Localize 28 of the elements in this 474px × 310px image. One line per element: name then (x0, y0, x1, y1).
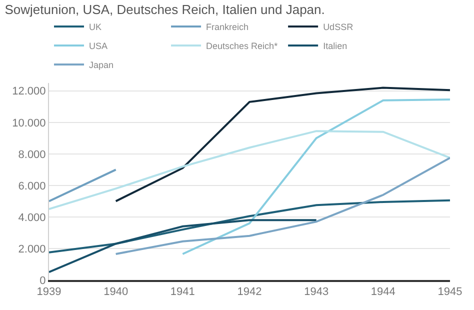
legend-label: Deutsches Reich* (206, 41, 278, 52)
x-tick-label: 1939 (36, 286, 62, 298)
y-tick-label: 12.000 (12, 86, 46, 98)
y-tick-label: 0 (40, 274, 46, 287)
line-series (49, 219, 318, 274)
x-tick-label: 1943 (304, 286, 329, 298)
legend-label: USA (89, 41, 108, 52)
line-series (182, 98, 450, 255)
x-tick-label: 1942 (237, 286, 262, 298)
legend-label: Japan (89, 60, 114, 70)
y-tick-label: 10.000 (12, 117, 46, 130)
y-tick-label: 6.000 (18, 180, 46, 192)
x-tick-label: 1944 (370, 286, 396, 298)
legend-label: Frankreich (206, 22, 249, 32)
legend-label: UK (89, 22, 102, 32)
x-tick-label: 1941 (170, 286, 195, 298)
line-series (49, 199, 450, 254)
y-tick-label: 2.000 (18, 243, 46, 256)
legend-label: UdSSR (323, 22, 354, 32)
y-tick-label: 4.000 (18, 212, 46, 224)
line-series (114, 156, 450, 255)
x-tick-label: 1940 (104, 286, 128, 298)
x-tick-label: 1945 (438, 286, 462, 298)
chart-title: Sowjetunion, USA, Deutsches Reich, Italien und Japan. (4, 2, 325, 17)
line-series (114, 86, 450, 202)
line-series (49, 130, 450, 210)
legend-label: Italien (323, 41, 348, 52)
y-tick-label: 8.000 (18, 148, 46, 161)
